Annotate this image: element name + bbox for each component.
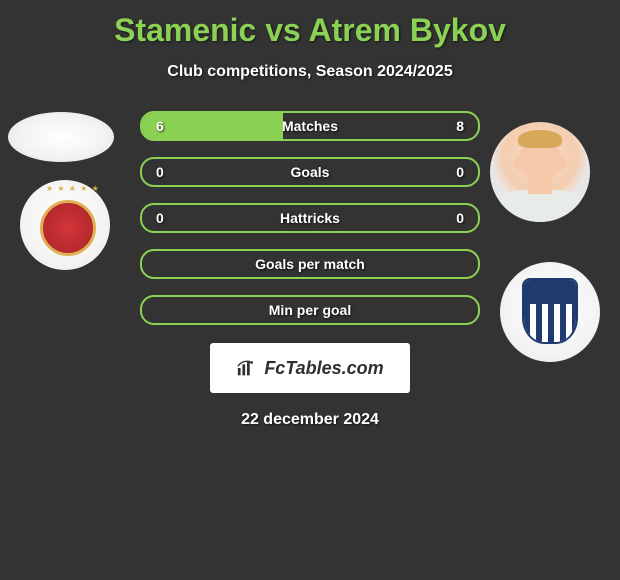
stats-list: 6 Matches 8 0 Goals 0 0 Hattricks 0 Goals per mat… (0, 111, 620, 325)
comparison-title: Stamenic vs Atrem Bykov (0, 0, 620, 49)
stat-right-value: 0 (456, 164, 464, 180)
comparison-subtitle: Club competitions, Season 2024/2025 (0, 63, 620, 81)
source-badge: FcTables.com (210, 343, 410, 393)
stat-left-value: 0 (156, 164, 164, 180)
stat-label: Hattricks (280, 210, 340, 226)
comparison-date: 22 december 2024 (0, 411, 620, 429)
stat-pill: Min per goal (140, 295, 480, 325)
stat-row: 6 Matches 8 (0, 111, 620, 141)
stat-pill: 0 Hattricks 0 (140, 203, 480, 233)
stat-row: 0 Goals 0 (0, 157, 620, 187)
stat-pill: 0 Goals 0 (140, 157, 480, 187)
stat-pill: Goals per match (140, 249, 480, 279)
chart-icon (236, 357, 258, 379)
stat-left-value: 0 (156, 210, 164, 226)
source-label: FcTables.com (264, 358, 383, 379)
stat-label: Matches (282, 118, 338, 134)
stat-pill: 6 Matches 8 (140, 111, 480, 141)
stat-right-value: 8 (456, 118, 464, 134)
stat-right-value: 0 (456, 210, 464, 226)
stat-row: Min per goal (0, 295, 620, 325)
stat-row: Goals per match (0, 249, 620, 279)
stat-label: Min per goal (269, 302, 351, 318)
stat-label: Goals (291, 164, 330, 180)
stat-row: 0 Hattricks 0 (0, 203, 620, 233)
stat-label: Goals per match (255, 256, 365, 272)
stat-left-value: 6 (156, 118, 164, 134)
